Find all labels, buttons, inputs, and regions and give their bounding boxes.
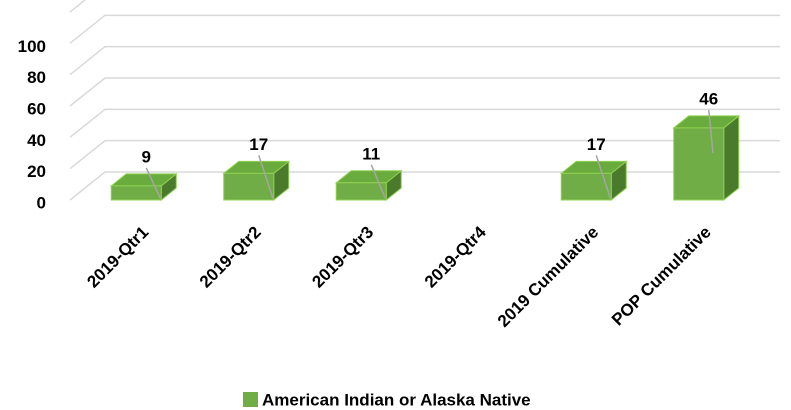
grid-line — [69, 45, 780, 76]
y-tick-label: 20 — [27, 162, 46, 181]
leader-line — [595, 155, 611, 199]
x-tick-label: 2019 Cumulative — [494, 223, 602, 331]
x-tick-label: 2019-Qtr1 — [83, 223, 152, 292]
legend-swatch — [243, 392, 258, 407]
bar — [673, 127, 725, 201]
leader-line — [145, 167, 161, 199]
grid-line — [69, 139, 780, 170]
grid-line — [69, 0, 87, 13]
grid-line — [69, 171, 780, 201]
y-tick-label: 100 — [18, 37, 46, 56]
bar — [110, 185, 162, 201]
grid-line — [69, 14, 780, 44]
x-tick-label: POP Cumulative — [608, 223, 715, 330]
bar — [335, 182, 387, 201]
grid-line — [69, 77, 780, 107]
y-tick-label: 0 — [37, 193, 46, 212]
leader-line — [258, 155, 274, 199]
y-tick-label: 60 — [27, 99, 46, 118]
data-label: 46 — [699, 89, 718, 108]
data-label: 9 — [142, 147, 151, 166]
x-tick-label: 2019-Qtr3 — [308, 223, 377, 292]
leader-line — [370, 164, 386, 199]
data-label: 17 — [587, 135, 606, 154]
legend-label: American Indian or Alaska Native — [262, 390, 531, 409]
y-tick-label: 40 — [27, 131, 46, 150]
x-tick-label: 2019-Qtr4 — [421, 222, 490, 291]
x-tick-label: 2019-Qtr2 — [196, 223, 265, 292]
leader-line — [708, 109, 714, 154]
data-label: 11 — [362, 144, 380, 163]
data-label: 17 — [249, 135, 268, 154]
bar-side — [723, 114, 740, 202]
grid-line — [69, 108, 780, 138]
y-tick-label: 80 — [27, 68, 46, 87]
